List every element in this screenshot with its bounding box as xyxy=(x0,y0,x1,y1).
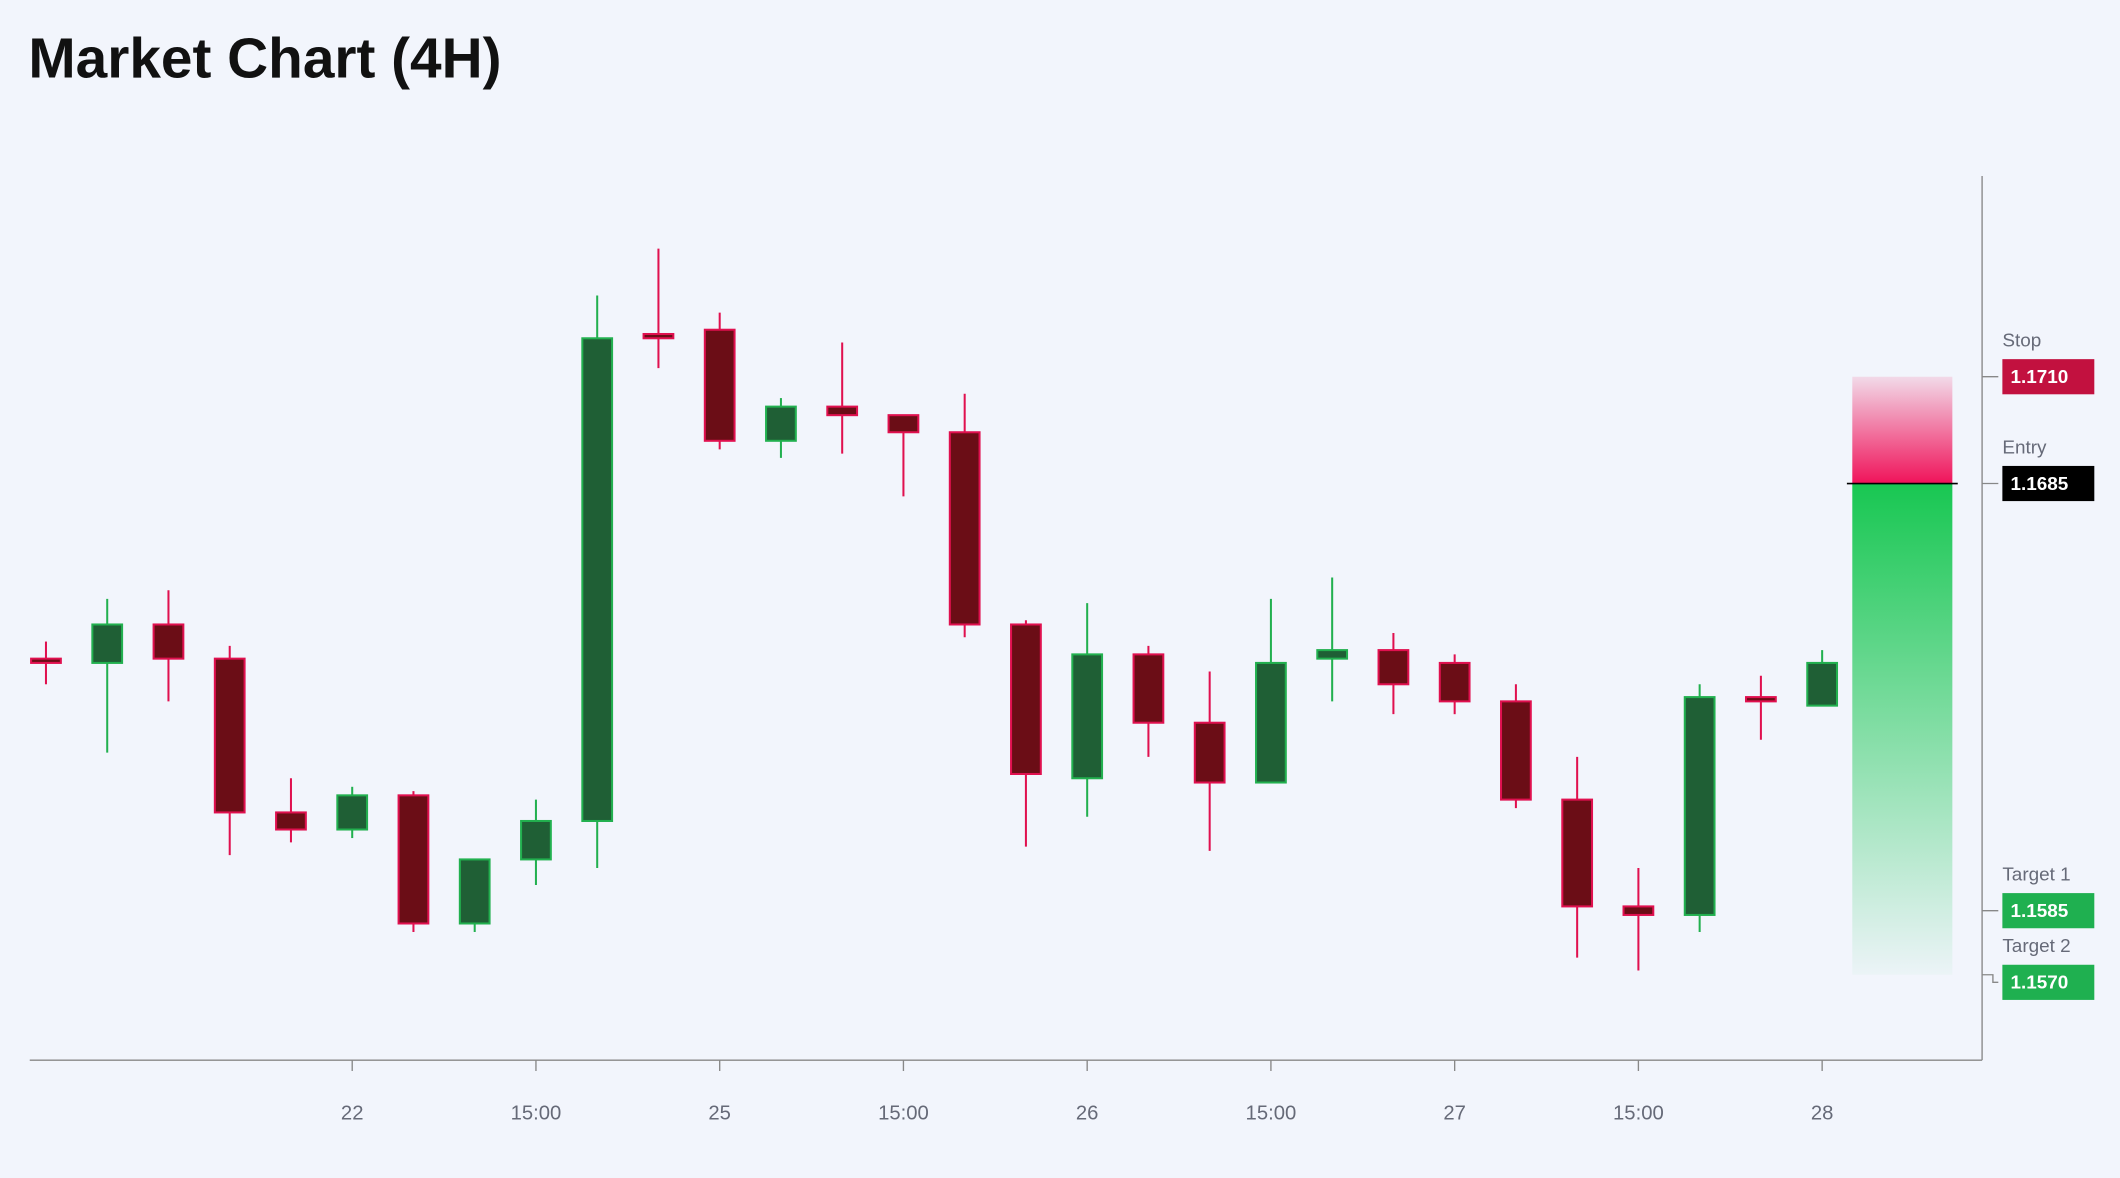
level-label-box xyxy=(2002,359,2095,395)
chart-title: Market Chart (4H) xyxy=(28,27,501,90)
x-tick-label: 15:00 xyxy=(1246,1103,1297,1125)
candle-body xyxy=(1132,653,1165,724)
candle-body xyxy=(581,337,614,822)
candle-body xyxy=(1745,696,1777,703)
candle-body xyxy=(642,332,675,340)
x-tick-label: 25 xyxy=(708,1103,731,1125)
level-name: Target 2 xyxy=(2002,936,2070,957)
candle-body xyxy=(1500,700,1532,801)
x-tick-label: 28 xyxy=(1811,1103,1834,1125)
candle-body xyxy=(213,657,246,814)
level-value-label: 1.1710 xyxy=(2010,367,2068,388)
candle-body xyxy=(336,794,369,831)
level-label-box xyxy=(2002,465,2095,502)
candle-body xyxy=(703,328,736,442)
candle-body xyxy=(1561,798,1594,908)
candle-body xyxy=(826,405,859,417)
level-tick xyxy=(1982,974,1999,984)
level-name: Target 1 xyxy=(2002,865,2070,886)
candle-body xyxy=(275,811,307,831)
x-tick-label: 15:00 xyxy=(878,1103,929,1125)
x-tick-label: 22 xyxy=(341,1103,364,1125)
candle-body xyxy=(1071,653,1104,780)
candle-body xyxy=(1010,623,1042,775)
candle-body xyxy=(152,623,185,660)
candle-body xyxy=(765,405,797,442)
x-tick-label: 27 xyxy=(1443,1103,1466,1125)
candle-body xyxy=(887,414,920,434)
level-name: Stop xyxy=(2002,331,2041,352)
candle-body xyxy=(1806,661,1839,707)
candle-body xyxy=(1316,649,1349,660)
candle-body xyxy=(1683,696,1716,916)
candle-body xyxy=(91,623,124,664)
candle-body xyxy=(948,431,981,626)
candle-body xyxy=(1377,649,1410,686)
candle-body xyxy=(1438,661,1471,703)
candle-body xyxy=(1255,661,1287,784)
candle-body xyxy=(458,858,491,925)
candle-body xyxy=(30,657,62,664)
stop-zone xyxy=(1852,376,1953,484)
level-label-box xyxy=(2002,893,2095,929)
level-label-box xyxy=(2002,964,2095,1000)
candle-body xyxy=(1193,721,1226,784)
candle-body xyxy=(397,794,430,925)
target-zone xyxy=(1852,483,1953,975)
level-value-label: 1.1570 xyxy=(2010,973,2068,994)
candle-body xyxy=(1622,905,1655,916)
x-tick-label: 15:00 xyxy=(1613,1103,1664,1125)
level-value-label: 1.1585 xyxy=(2010,901,2068,922)
x-tick-label: 26 xyxy=(1076,1103,1099,1125)
candle-body xyxy=(520,819,552,861)
level-value-label: 1.1685 xyxy=(2010,474,2068,495)
x-tick-label: 15:00 xyxy=(511,1103,562,1125)
level-name: Entry xyxy=(2002,437,2047,458)
